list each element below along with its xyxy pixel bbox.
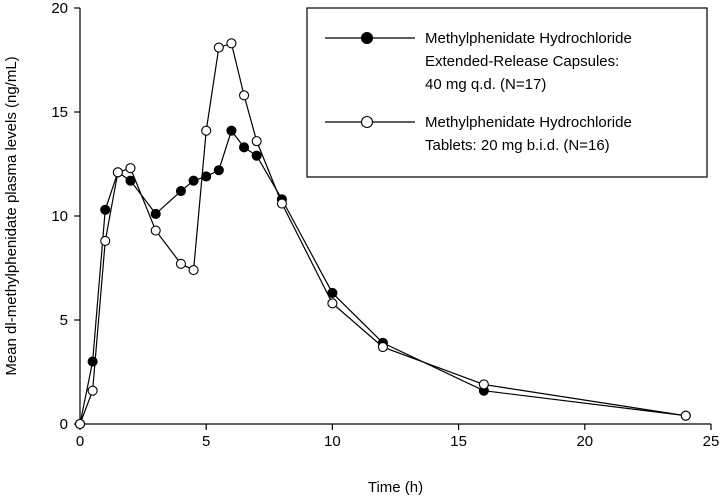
data-point — [175, 258, 187, 269]
data-point — [188, 175, 199, 186]
data-point — [150, 225, 161, 236]
data-point — [226, 38, 237, 49]
x-ticks: 0 5 10 15 20 25 — [76, 424, 720, 450]
data-point — [100, 235, 111, 247]
x-tick-label: 15 — [450, 433, 467, 450]
data-point — [74, 418, 86, 430]
legend-box — [306, 7, 708, 178]
data-point — [239, 142, 250, 153]
x-tick-label: 10 — [324, 433, 341, 450]
series-line — [79, 42, 686, 425]
data-point — [478, 379, 489, 390]
data-point — [239, 90, 250, 101]
x-tick-label: 5 — [202, 433, 210, 450]
data-point — [226, 125, 237, 136]
legend-label: Extended-Release Capsules: — [425, 53, 619, 70]
legend-label: 40 mg q.d. (N=17) — [425, 76, 546, 93]
legend-label: Methylphenidate Hydrochloride — [425, 30, 632, 47]
data-point — [112, 167, 123, 178]
y-tick-label: 5 — [60, 312, 68, 329]
data-point — [276, 198, 287, 209]
legend-entry-2: Methylphenidate Hydrochloride Tablets: 20… — [325, 114, 632, 154]
data-point — [251, 150, 262, 161]
series-line — [79, 129, 686, 425]
data-point — [213, 42, 224, 53]
data-point — [87, 385, 98, 396]
y-tick-label: 20 — [51, 0, 68, 17]
data-point — [188, 265, 199, 276]
x-axis-title: Time (h) — [368, 479, 423, 496]
data-point — [100, 204, 111, 215]
x-tick-label: 0 — [76, 433, 84, 450]
legend: Methylphenidate Hydrochloride Extended-Re… — [306, 7, 708, 178]
data-point — [201, 171, 212, 182]
x-tick-label: 20 — [576, 433, 593, 450]
y-tick-label: 0 — [60, 416, 68, 433]
legend-marker — [360, 31, 374, 45]
data-point — [150, 208, 161, 219]
data-point — [327, 298, 338, 309]
data-point — [327, 287, 338, 299]
x-tick-label: 25 — [703, 433, 720, 450]
series-2 — [74, 38, 691, 430]
data-point — [125, 163, 136, 174]
y-axis-title: Mean dl-methylphenidate plasma levels (n… — [3, 56, 20, 375]
legend-label: Methylphenidate Hydrochloride — [425, 114, 632, 131]
y-ticks: 0 5 10 15 20 — [51, 0, 80, 433]
y-tick-label: 10 — [51, 208, 68, 225]
legend-marker — [360, 115, 374, 129]
legend-entry-1: Methylphenidate Hydrochloride Extended-Re… — [325, 30, 632, 93]
y-tick-label: 15 — [51, 104, 68, 121]
data-point — [201, 125, 212, 136]
legend-label: Tablets: 20 mg b.i.d. (N=16) — [425, 137, 610, 154]
data-point — [213, 165, 224, 176]
data-point — [175, 185, 187, 197]
data-point — [377, 341, 388, 353]
data-point — [251, 136, 262, 147]
axes: 0 5 10 15 20 25 0 5 10 15 20 — [51, 0, 719, 450]
data-point — [680, 410, 691, 421]
plot-area — [74, 38, 691, 430]
